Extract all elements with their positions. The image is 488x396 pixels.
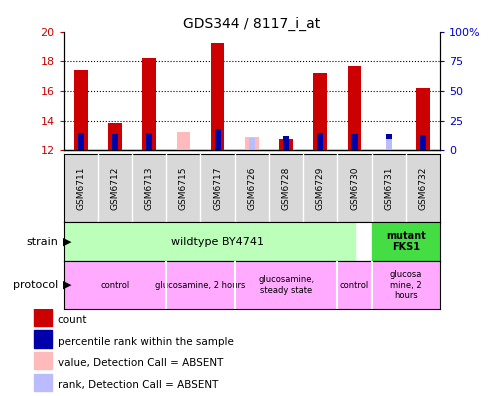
Text: GSM6711: GSM6711 xyxy=(76,166,85,210)
Bar xyxy=(385,134,391,150)
Text: control: control xyxy=(100,281,129,289)
Text: strain: strain xyxy=(27,236,59,247)
Text: protocol: protocol xyxy=(13,280,59,290)
Text: ▶: ▶ xyxy=(62,236,71,247)
Title: GDS344 / 8117_i_at: GDS344 / 8117_i_at xyxy=(183,17,320,30)
Bar xyxy=(419,135,425,150)
Text: GSM6732: GSM6732 xyxy=(418,166,427,210)
Bar xyxy=(63,222,354,261)
Bar xyxy=(34,352,52,369)
Text: glucosamine,
steady state: glucosamine, steady state xyxy=(258,276,313,295)
Bar xyxy=(34,374,52,391)
Bar xyxy=(142,58,156,150)
Bar xyxy=(347,66,361,150)
Bar xyxy=(385,139,391,150)
Bar xyxy=(166,261,234,309)
Text: GSM6729: GSM6729 xyxy=(315,166,324,210)
Bar xyxy=(234,261,337,309)
Text: GSM6730: GSM6730 xyxy=(349,166,358,210)
Text: mutant
FKS1: mutant FKS1 xyxy=(385,231,425,252)
Bar xyxy=(34,308,52,326)
Text: GSM6717: GSM6717 xyxy=(213,166,222,210)
Text: ▶: ▶ xyxy=(62,280,71,290)
Text: control: control xyxy=(339,281,368,289)
Text: GSM6712: GSM6712 xyxy=(110,166,119,210)
Text: glucosa
mine, 2
hours: glucosa mine, 2 hours xyxy=(389,270,421,300)
Bar xyxy=(74,70,87,150)
Bar xyxy=(63,261,166,309)
Text: GSM6713: GSM6713 xyxy=(144,166,153,210)
Text: value, Detection Call = ABSENT: value, Detection Call = ABSENT xyxy=(58,358,223,368)
Bar xyxy=(283,135,288,150)
Bar xyxy=(108,123,122,150)
Bar xyxy=(351,134,357,150)
Text: rank, Detection Call = ABSENT: rank, Detection Call = ABSENT xyxy=(58,380,218,390)
Bar xyxy=(34,330,52,348)
Bar xyxy=(146,133,152,150)
Text: GSM6731: GSM6731 xyxy=(384,166,392,210)
Bar xyxy=(210,43,224,150)
Text: wildtype BY4741: wildtype BY4741 xyxy=(171,236,264,247)
Bar xyxy=(337,261,371,309)
Text: glucosamine, 2 hours: glucosamine, 2 hours xyxy=(155,281,245,289)
Bar xyxy=(112,134,118,150)
Bar xyxy=(176,132,190,150)
Text: GSM6726: GSM6726 xyxy=(247,166,256,210)
Text: count: count xyxy=(58,315,87,325)
Bar xyxy=(415,88,429,150)
Bar xyxy=(317,133,323,150)
Bar xyxy=(371,222,456,261)
Bar xyxy=(78,133,83,150)
Bar xyxy=(279,139,292,150)
Text: GSM6728: GSM6728 xyxy=(281,166,290,210)
Bar xyxy=(214,129,220,150)
Text: percentile rank within the sample: percentile rank within the sample xyxy=(58,337,233,346)
Bar xyxy=(371,261,439,309)
Bar xyxy=(248,138,254,150)
Bar xyxy=(244,137,258,150)
Text: GSM6715: GSM6715 xyxy=(179,166,187,210)
Bar xyxy=(313,72,326,150)
